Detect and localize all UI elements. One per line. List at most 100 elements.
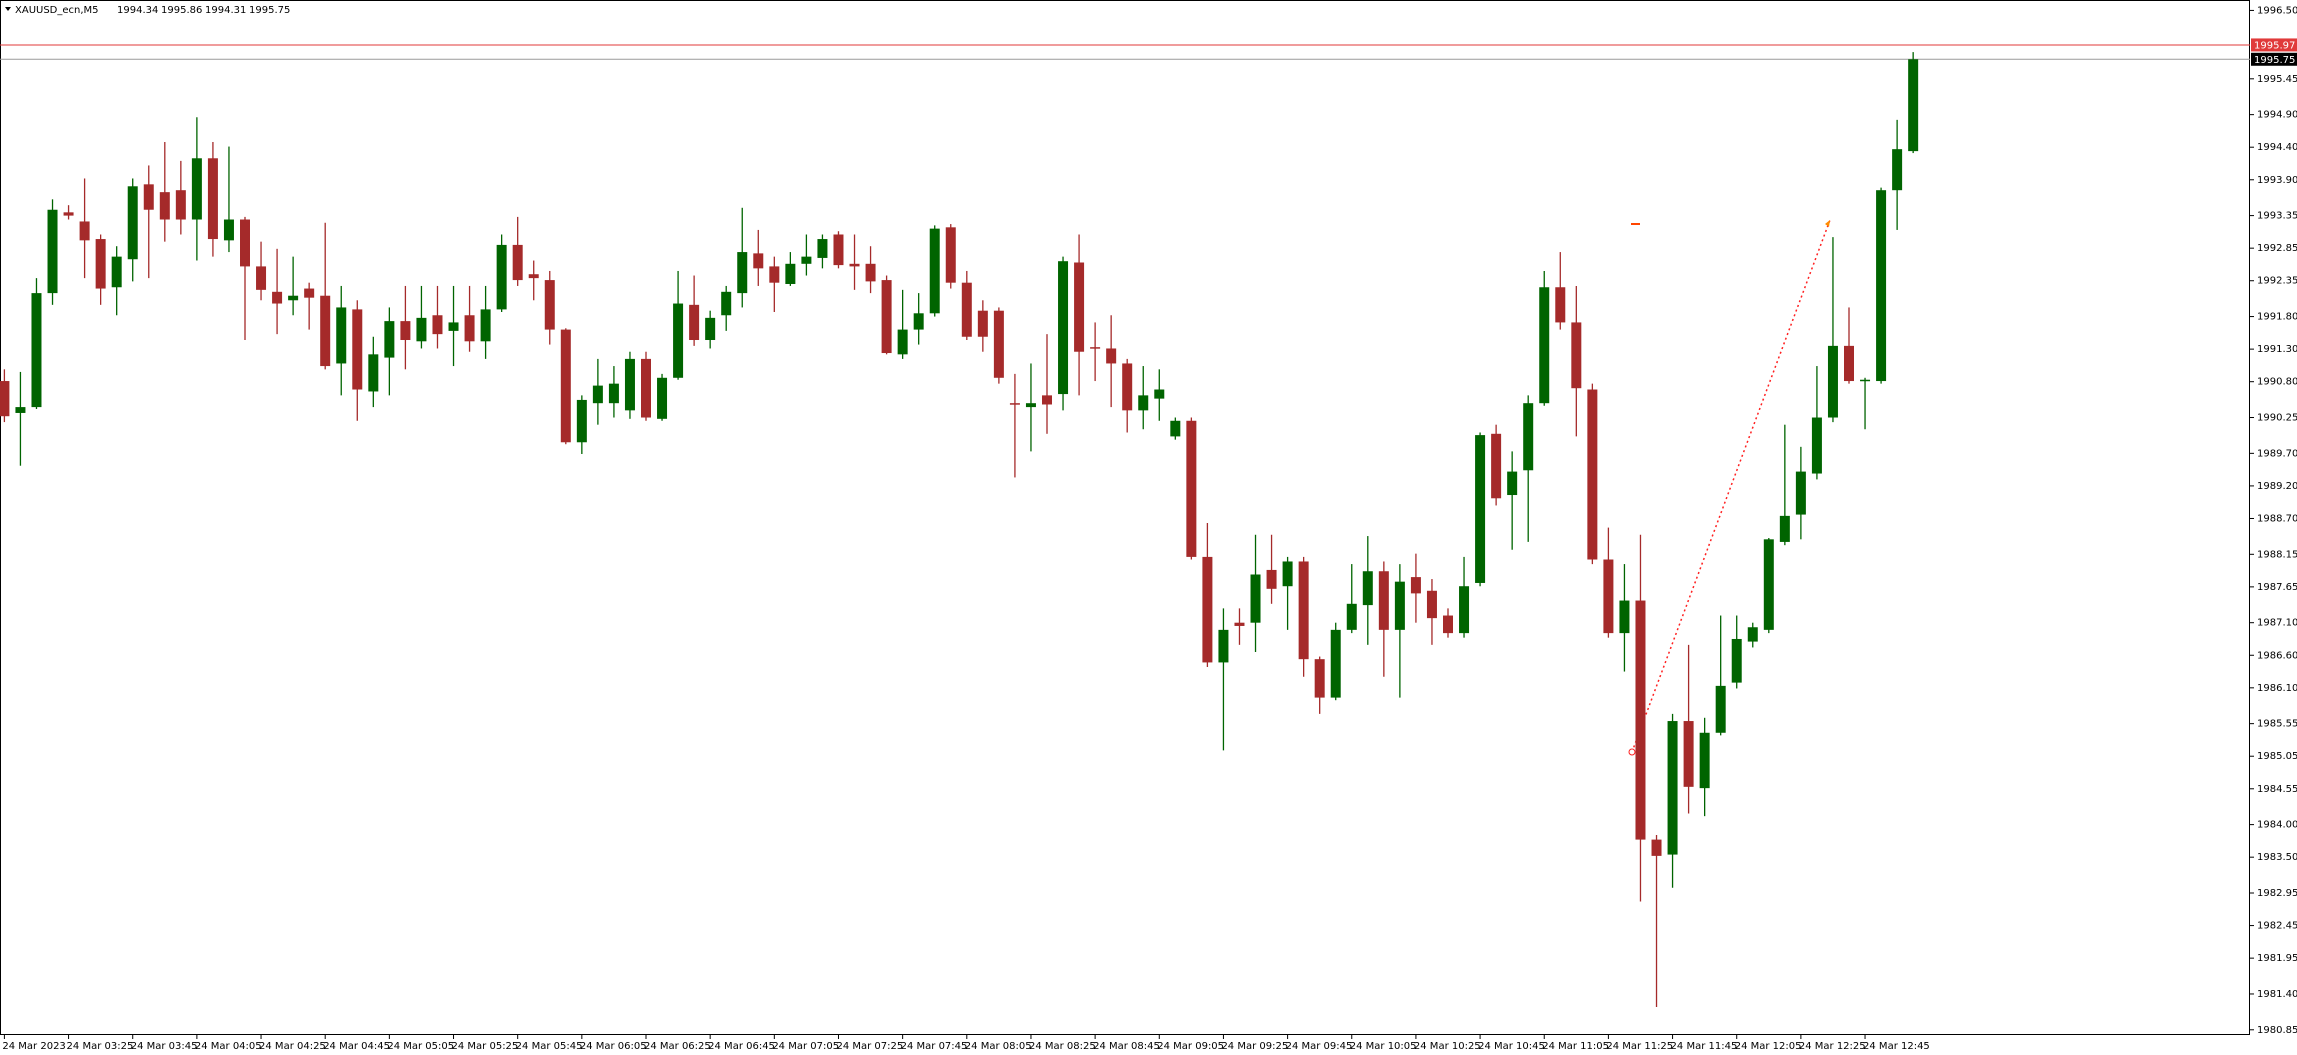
candle-body	[753, 253, 764, 269]
candle-body	[1266, 569, 1277, 589]
y-tick-label: 1987.65	[2257, 582, 2297, 593]
candle-body	[977, 310, 988, 337]
candle-body	[1651, 839, 1662, 856]
x-tick-label: 24 Mar 05:45	[516, 1041, 583, 1052]
candle-body	[1218, 629, 1229, 663]
y-tick-label: 1994.40	[2257, 142, 2297, 153]
y-tick-label: 1987.10	[2257, 618, 2297, 629]
candle-body	[31, 293, 42, 408]
y-tick-label: 1992.85	[2257, 243, 2297, 254]
candle-body	[1475, 435, 1486, 583]
candle-body	[961, 282, 972, 337]
price-label-box	[2251, 38, 2297, 52]
candle-body	[1860, 379, 1871, 382]
candle-body	[1763, 539, 1774, 630]
candle-body	[1555, 287, 1566, 323]
candle-body	[1587, 389, 1598, 560]
candle-body	[1491, 433, 1502, 499]
candle-body	[47, 209, 58, 294]
candle-body	[1811, 417, 1822, 474]
candle-body	[641, 358, 651, 418]
x-tick-label: 24 Mar 08:25	[1029, 1041, 1096, 1052]
y-tick-label: 1996.50	[2257, 5, 2297, 16]
candle-body	[352, 309, 363, 390]
candle-body	[496, 244, 507, 310]
x-tick-label: 24 Mar 09:25	[1221, 1041, 1288, 1052]
candle-body	[368, 354, 379, 392]
candle-body	[528, 274, 539, 279]
x-tick-label: 24 Mar 09:45	[1286, 1041, 1353, 1052]
candle-body	[1202, 556, 1213, 663]
candle-body	[400, 321, 411, 341]
candle-body	[1042, 395, 1052, 405]
x-tick-label: 24 Mar 05:25	[452, 1041, 519, 1052]
candle-body	[1731, 638, 1742, 683]
candle-body	[143, 184, 154, 210]
price-label-box	[2251, 52, 2297, 66]
x-tick-label: 24 Mar 12:25	[1799, 1041, 1866, 1052]
header-symbol: XAUUSD_ecn,M5	[15, 5, 99, 16]
candle-body	[1346, 603, 1357, 630]
candle-body	[673, 303, 684, 378]
trend-arrow	[1825, 220, 1830, 227]
candle-body	[849, 263, 860, 267]
candle-body	[175, 190, 186, 220]
y-tick-label: 1981.40	[2257, 989, 2297, 1000]
x-tick-label: 24 Mar 11:45	[1671, 1041, 1738, 1052]
candle-body	[111, 256, 122, 288]
candle-body	[223, 219, 234, 241]
x-tick-label: 24 Mar 06:45	[708, 1041, 775, 1052]
x-tick-label: 24 Mar 12:05	[1735, 1041, 1802, 1052]
candle-body	[1282, 561, 1293, 587]
y-tick-label: 1990.25	[2257, 413, 2297, 424]
candle-body	[416, 317, 427, 342]
x-tick-label: 24 Mar 10:25	[1414, 1041, 1481, 1052]
candle-body	[576, 399, 587, 443]
candle-body	[1507, 471, 1518, 496]
x-tick-label: 24 Mar 06:25	[644, 1041, 711, 1052]
candle-body	[865, 263, 876, 282]
candle-body	[785, 263, 796, 284]
x-tick-label: 24 Mar 07:25	[836, 1041, 903, 1052]
x-tick-label: 24 Mar 11:25	[1606, 1041, 1673, 1052]
candle-body	[63, 212, 74, 216]
candle-body	[1667, 721, 1678, 855]
candle-body	[1619, 600, 1630, 634]
candle-body	[817, 239, 828, 258]
candle-body	[1459, 586, 1470, 634]
x-tick-label: 24 Mar 03:45	[131, 1041, 198, 1052]
candle-body	[256, 266, 267, 290]
candle-body	[1074, 262, 1085, 352]
x-tick-label: 24 Mar 10:45	[1478, 1041, 1545, 1052]
y-tick-label: 1984.55	[2257, 784, 2297, 795]
candle-body	[1747, 627, 1758, 642]
y-tick-label: 1994.90	[2257, 110, 2297, 121]
candle-body	[1715, 685, 1726, 733]
header-high: 1995.86	[161, 5, 202, 16]
y-tick-label: 1985.55	[2257, 719, 2297, 730]
x-tick-label: 24 Mar 10:05	[1350, 1041, 1417, 1052]
y-tick-label: 1980.85	[2257, 1025, 2297, 1036]
candle-body	[737, 252, 748, 294]
plot-frame	[0, 0, 2250, 1035]
y-tick-label: 1991.30	[2257, 344, 2297, 355]
trend-anchor	[1628, 748, 1636, 756]
candle-body	[721, 291, 732, 316]
candle-body	[913, 313, 924, 330]
candle-body	[1699, 732, 1710, 789]
candle-body	[1106, 348, 1117, 364]
candle-body	[1683, 721, 1694, 787]
candle-body	[1330, 629, 1341, 698]
candle-body	[448, 322, 459, 331]
candle-body	[881, 280, 892, 354]
x-tick-label: 24 Mar 2023	[2, 1041, 65, 1052]
y-tick-label: 1982.45	[2257, 921, 2297, 932]
candle-body	[1603, 559, 1614, 634]
candle-body	[1443, 615, 1453, 634]
candle-body	[1410, 577, 1421, 594]
candle-body	[1892, 149, 1903, 191]
candle-body	[432, 315, 443, 335]
y-tick-label: 1984.00	[2257, 820, 2297, 831]
y-tick-label: 1993.90	[2257, 175, 2297, 186]
header-low: 1994.31	[205, 5, 246, 16]
